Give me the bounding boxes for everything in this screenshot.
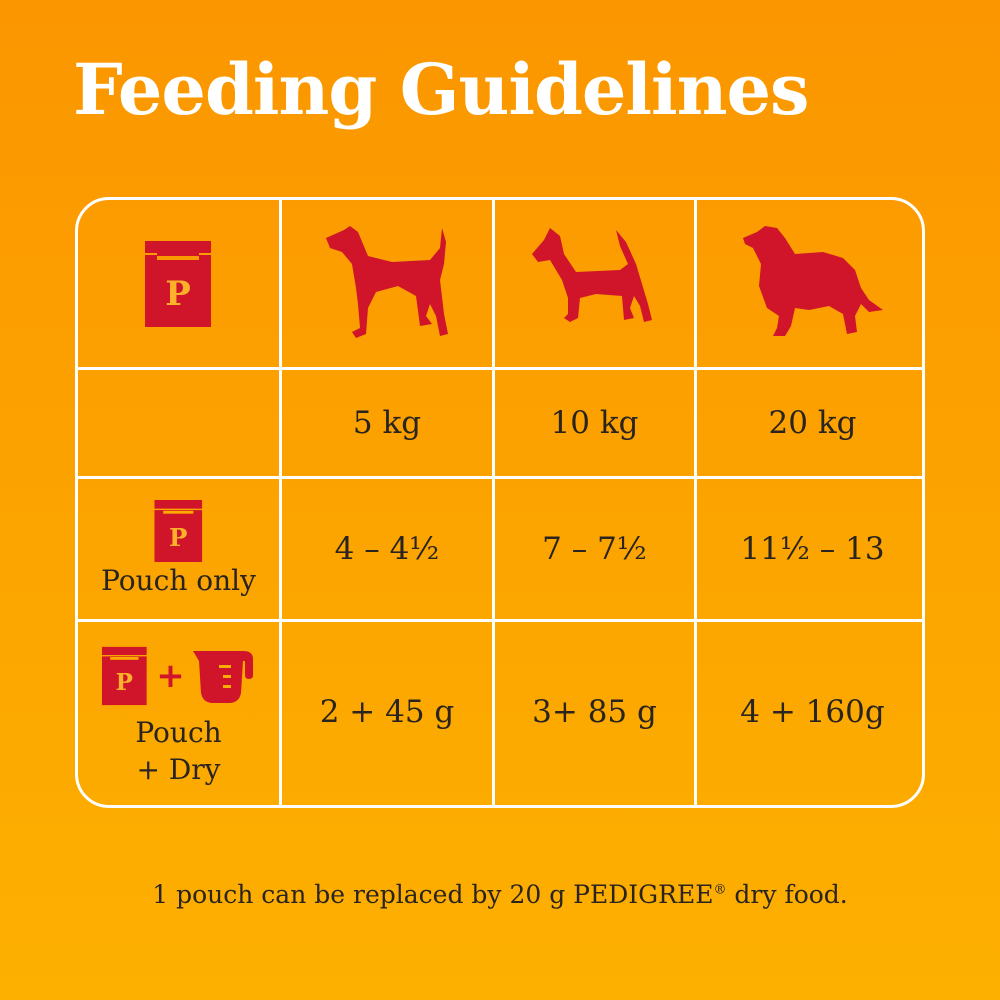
feeding-table: P 5 kg 10 kg 20 kg P Pouch only 4 – 4½ 7… bbox=[75, 197, 925, 808]
measuring-cup-icon bbox=[192, 650, 253, 703]
svg-text:P: P bbox=[165, 274, 191, 314]
pouch-dry-10kg: 3+ 85 g bbox=[532, 694, 657, 730]
plus-sign: + bbox=[156, 655, 185, 696]
footnote: 1 pouch can be replaced by 20 g PEDIGREE… bbox=[0, 880, 1000, 909]
header-pouch-cell: P bbox=[78, 200, 279, 367]
row-label: Pouch only bbox=[101, 563, 256, 597]
page-title: Feeding Guidelines bbox=[73, 48, 809, 131]
collie-icon bbox=[742, 225, 883, 336]
registered-mark: ® bbox=[713, 882, 727, 898]
small-terrier-icon bbox=[326, 225, 448, 338]
divider bbox=[694, 200, 697, 805]
divider bbox=[78, 619, 922, 622]
footnote-tail: dry food. bbox=[726, 880, 848, 909]
pouch-dry-20kg: 4 + 160g bbox=[740, 694, 885, 730]
weight-20kg: 20 kg bbox=[768, 405, 857, 441]
pouch-icon: P bbox=[102, 646, 147, 705]
weight-10kg: 10 kg bbox=[550, 405, 639, 441]
pouch-dry-label-cell: P + Pouch + Dry bbox=[78, 622, 279, 805]
row-label-line2: + Dry bbox=[136, 752, 221, 786]
svg-text:P: P bbox=[169, 523, 187, 552]
fox-terrier-icon bbox=[531, 227, 652, 322]
small-dog-cell bbox=[282, 200, 492, 367]
large-dog-cell bbox=[697, 200, 922, 367]
medium-dog-cell bbox=[495, 200, 694, 367]
weight-5kg: 5 kg bbox=[352, 405, 422, 441]
pouch-only-label-cell: P Pouch only bbox=[78, 479, 279, 619]
pouch-icon: P bbox=[144, 240, 211, 327]
divider bbox=[78, 476, 922, 479]
divider bbox=[78, 367, 922, 370]
divider bbox=[492, 200, 495, 805]
pouch-icon: P bbox=[153, 499, 202, 562]
row-label-line1: Pouch bbox=[135, 715, 222, 749]
pouch-only-5kg: 4 – 4½ bbox=[334, 531, 440, 567]
divider bbox=[279, 200, 282, 805]
footnote-text: 1 pouch can be replaced by 20 g PEDIGREE bbox=[152, 880, 714, 909]
svg-text:P: P bbox=[116, 669, 133, 696]
pouch-only-10kg: 7 – 7½ bbox=[542, 531, 647, 567]
pouch-only-20kg: 11½ – 13 bbox=[740, 531, 885, 567]
pouch-dry-5kg: 2 + 45 g bbox=[319, 694, 455, 730]
